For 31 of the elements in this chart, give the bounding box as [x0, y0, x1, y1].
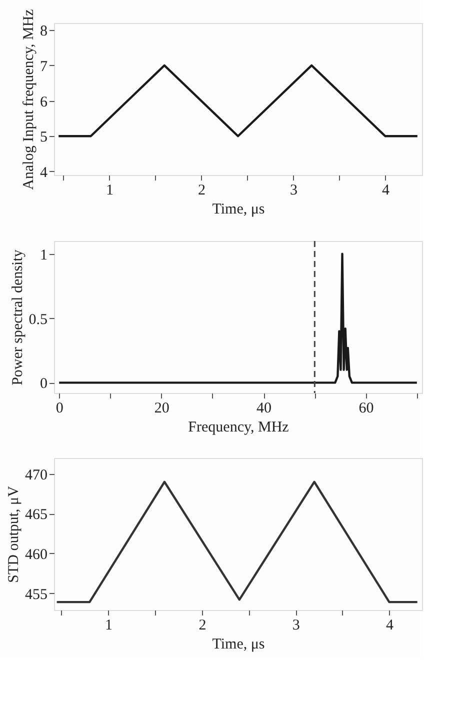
x-tick-label: 1 — [105, 618, 113, 634]
y-tick-label: 8 — [40, 24, 48, 40]
y-tick-label: 0.5 — [28, 312, 48, 328]
y-tick-label: 465 — [25, 507, 48, 524]
x-tick-label: 3 — [290, 182, 298, 198]
line-series — [58, 252, 418, 384]
x-tick-label: 3 — [292, 618, 300, 634]
x-tick-label: 4 — [382, 182, 390, 198]
y-tick-label: 470 — [25, 467, 48, 484]
y-axis-title: Analog Input frequency, MHz — [21, 8, 37, 190]
y-tick-label: 6 — [40, 94, 48, 110]
x-axis-title: Time, μs — [212, 636, 265, 652]
y-tick-label: 5 — [40, 130, 48, 146]
y-tick-label: 0 — [40, 376, 48, 392]
x-tick-label: 20 — [154, 400, 170, 416]
x-axis-title: Frequency, MHz — [188, 420, 290, 436]
x-axis-title: Time, μs — [212, 202, 265, 218]
y-tick-label: 460 — [25, 546, 48, 563]
y-tick-label: 455 — [25, 586, 48, 603]
y-axis-title: STD output, μV — [6, 486, 22, 583]
y-axis-title: Power spectral density — [10, 249, 26, 386]
y-tick-label: 4 — [40, 164, 48, 181]
y-tick-label: 1 — [40, 247, 48, 264]
x-tick-label: 2 — [198, 182, 206, 198]
x-tick-label: 4 — [386, 618, 394, 634]
y-tick-label: 7 — [40, 58, 48, 75]
x-tick-label: 2 — [198, 618, 206, 634]
x-tick-label: 60 — [358, 400, 374, 416]
x-tick-label: 0 — [56, 400, 64, 416]
x-tick-label: 40 — [256, 400, 272, 416]
x-tick-label: 1 — [106, 182, 114, 198]
